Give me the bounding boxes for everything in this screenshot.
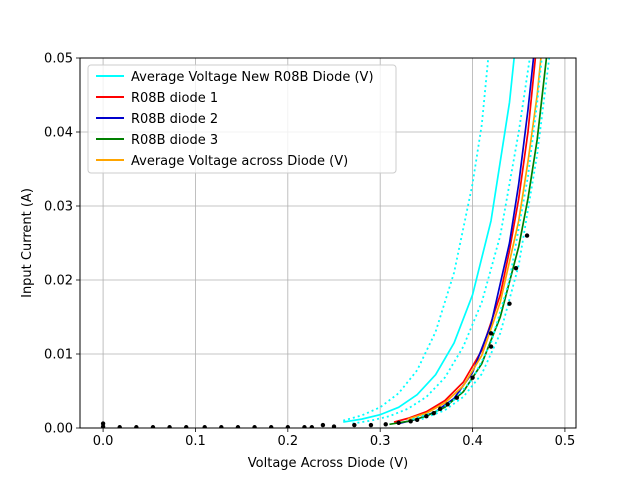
data-point [414,417,420,423]
y-tick-label: 0.00 [44,422,73,437]
data-point [396,420,401,426]
x-axis-label: Voltage Across Diode (V) [248,456,408,471]
y-tick-label: 0.02 [44,274,73,289]
data-point [383,422,388,427]
x-tick-label: 0.4 [462,434,483,449]
series-line-8 [421,58,551,420]
data-point [252,425,257,428]
series-line-6 [407,58,542,420]
x-tick-label: 0.3 [370,434,391,449]
data-point [470,375,475,380]
data-point [424,413,429,419]
data-point [268,425,274,428]
x-axis-ticks: 0.0 0.1 0.2 0.3 0.4 0.5 [93,428,576,449]
data-point [368,422,374,428]
series-lines [342,58,551,426]
plot-frame [79,57,577,429]
data-point [302,425,307,428]
data-point [134,425,139,428]
y-tick-label: 0.01 [44,348,73,363]
y-tick-label: 0.03 [44,200,73,215]
data-point [100,424,106,428]
data-point [445,402,450,407]
data-point [331,424,337,428]
data-point [117,425,122,428]
data-point [235,425,241,428]
data-markers [100,233,530,428]
y-axis-ticks: 0.00 0.01 0.02 0.03 0.04 0.05 [44,52,80,437]
x-tick-label: 0.5 [555,434,576,449]
data-point [454,395,460,400]
data-point [320,422,326,428]
y-tick-label: 0.04 [44,126,73,141]
y-axis-label: Input Current (A) [20,188,35,298]
data-point [285,425,291,428]
data-point [438,406,443,411]
data-point [507,301,512,306]
x-tick-label: 0.0 [93,434,114,449]
legend-label-2: R08B diode 2 [131,112,218,127]
data-point [309,425,315,428]
data-point [431,411,436,416]
data-point [150,425,156,428]
series-line-5 [389,58,548,426]
x-tick-label: 0.1 [185,434,206,449]
y-tick-label: 0.05 [44,52,73,67]
series-line-2 [352,58,531,425]
data-point [524,233,530,238]
series-line-0 [343,58,515,423]
legend: Average Voltage New R08B Diode (V) R08B … [87,64,397,174]
data-point [488,331,494,336]
legend-label-3: R08B diode 3 [131,133,218,148]
data-point [219,425,224,428]
legend-label-0: Average Voltage New R08B Diode (V) [131,70,374,85]
legend-label-1: R08B diode 1 [131,91,218,106]
data-point [167,425,172,428]
x-tick-label: 0.2 [277,434,298,449]
data-point [184,425,189,428]
legend-label-4: Average Voltage across Diode (V) [131,154,348,169]
data-point [408,419,413,424]
data-point [488,344,494,349]
data-point [352,422,357,428]
data-point [202,425,207,428]
data-point [513,265,519,271]
legend-box [87,64,397,174]
